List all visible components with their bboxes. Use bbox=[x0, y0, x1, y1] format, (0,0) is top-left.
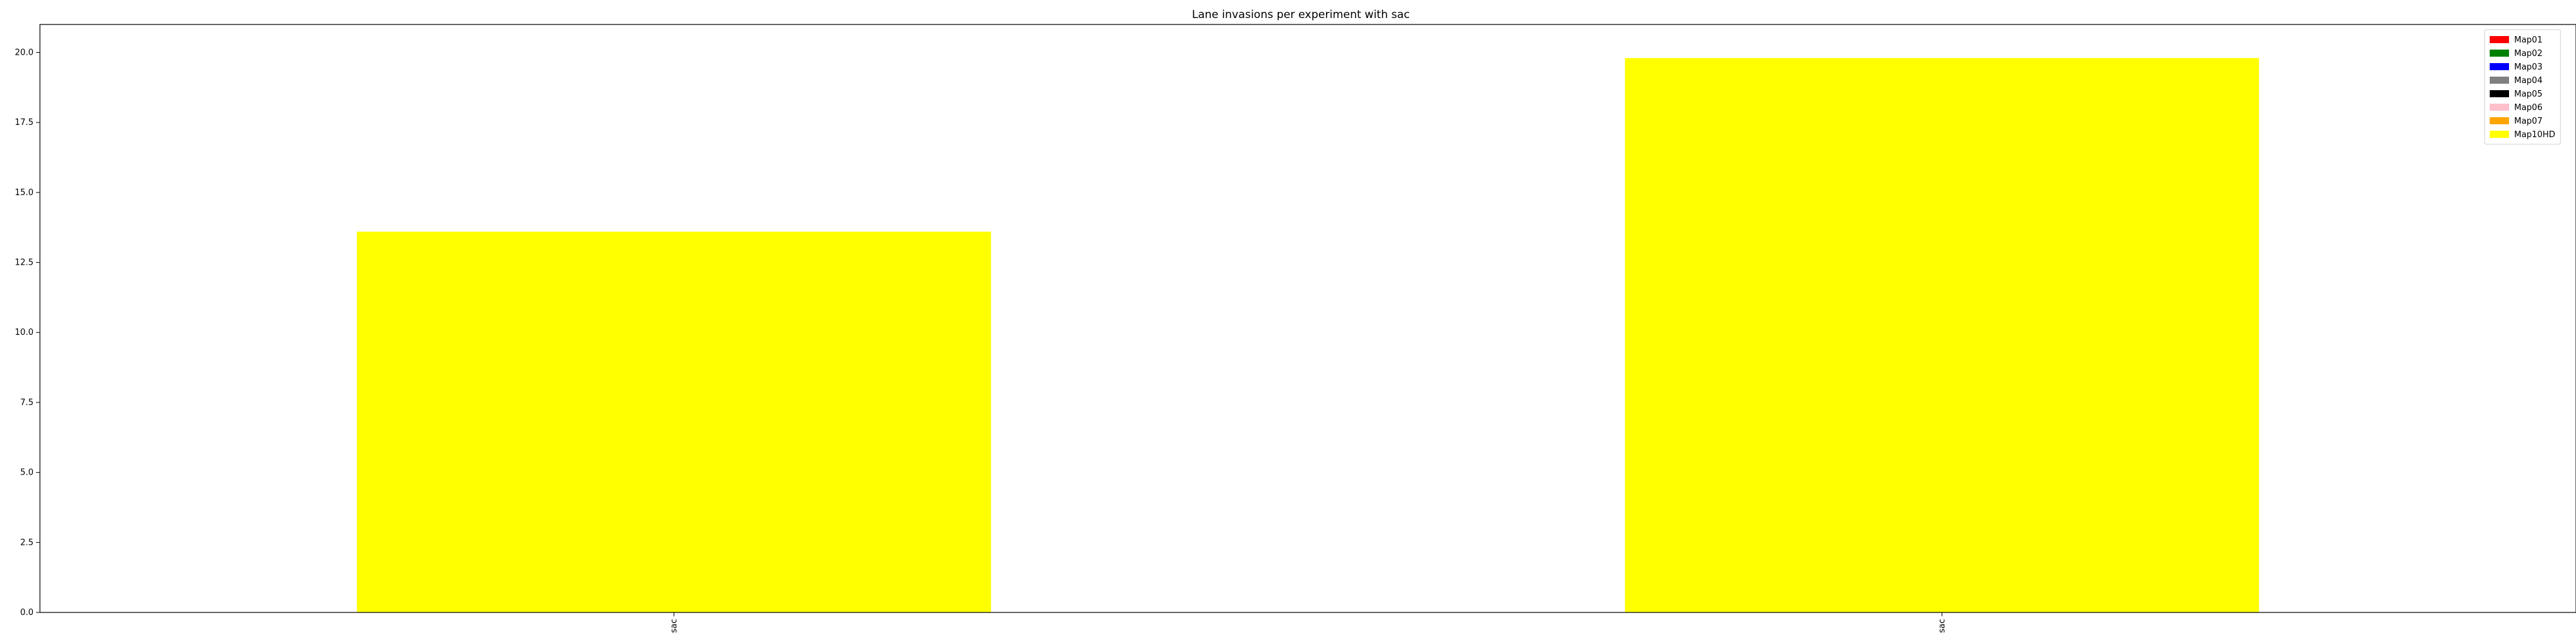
x-axis: sac sac bbox=[670, 612, 1947, 633]
y-tick-label: 7.5 bbox=[20, 398, 33, 408]
legend-label-map10hd: Map10HD bbox=[2514, 130, 2555, 140]
legend-label-map02: Map02 bbox=[2514, 49, 2543, 59]
legend-swatch-map02 bbox=[2490, 50, 2509, 57]
x-tick-label: sac bbox=[670, 619, 679, 633]
legend-swatch-map10hd bbox=[2490, 131, 2509, 138]
legend-swatch-map07 bbox=[2490, 117, 2509, 124]
legend-label-map05: Map05 bbox=[2514, 90, 2543, 99]
legend-label-map01: Map01 bbox=[2514, 35, 2543, 45]
bars-layer bbox=[357, 58, 2259, 612]
legend-label-map03: Map03 bbox=[2514, 62, 2543, 72]
chart-title: Lane invasions per experiment with sac bbox=[1192, 8, 1410, 21]
y-tick-label: 0.0 bbox=[20, 608, 33, 618]
legend-label-map04: Map04 bbox=[2514, 76, 2543, 86]
y-tick-label: 20.0 bbox=[15, 48, 33, 57]
plot-frame bbox=[39, 24, 2576, 613]
x-tick-label: sac bbox=[1938, 619, 1947, 633]
legend: Map01 Map02 Map03 Map04 Map05 Map06 Map07 Map10… bbox=[2484, 29, 2561, 145]
legend-swatch-map01 bbox=[2490, 36, 2509, 43]
y-tick-label: 12.5 bbox=[15, 258, 33, 268]
legend-swatch-map03 bbox=[2490, 63, 2509, 70]
legend-swatch-map05 bbox=[2490, 90, 2509, 97]
legend-label-map06: Map06 bbox=[2514, 103, 2543, 113]
legend-label-map07: Map07 bbox=[2514, 117, 2543, 126]
legend-box bbox=[2484, 29, 2561, 145]
legend-swatch-map06 bbox=[2490, 104, 2509, 111]
y-tick-label: 2.5 bbox=[20, 538, 33, 547]
bar-map10hd-2 bbox=[1625, 58, 2259, 612]
y-tick-label: 5.0 bbox=[20, 468, 33, 478]
y-tick-label: 17.5 bbox=[15, 118, 33, 128]
y-tick-label: 10.0 bbox=[15, 328, 33, 337]
legend-swatch-map04 bbox=[2490, 77, 2509, 84]
y-tick-label: 15.0 bbox=[15, 188, 33, 198]
y-axis: 0.0 2.5 5.0 7.5 10.0 12.5 15.0 17.5 20.0 bbox=[15, 48, 40, 618]
bar-map10hd-1 bbox=[357, 231, 991, 612]
